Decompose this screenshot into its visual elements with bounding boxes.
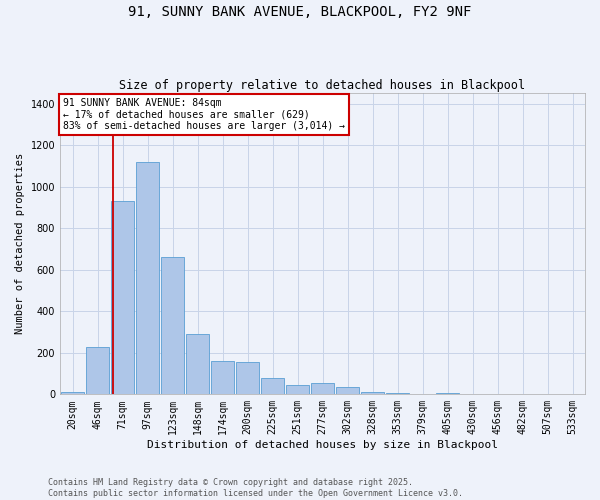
Bar: [211, 361, 234, 394]
Bar: [286, 385, 309, 394]
Bar: [236, 362, 259, 394]
Bar: [336, 387, 359, 394]
Bar: [136, 162, 159, 394]
Bar: [261, 378, 284, 394]
X-axis label: Distribution of detached houses by size in Blackpool: Distribution of detached houses by size …: [147, 440, 498, 450]
Bar: [111, 201, 134, 394]
Y-axis label: Number of detached properties: Number of detached properties: [15, 153, 25, 334]
Text: 91, SUNNY BANK AVENUE, BLACKPOOL, FY2 9NF: 91, SUNNY BANK AVENUE, BLACKPOOL, FY2 9N…: [128, 5, 472, 19]
Bar: [386, 392, 409, 394]
Bar: [61, 392, 84, 394]
Title: Size of property relative to detached houses in Blackpool: Size of property relative to detached ho…: [119, 79, 526, 92]
Bar: [361, 392, 384, 394]
Bar: [186, 334, 209, 394]
Text: Contains HM Land Registry data © Crown copyright and database right 2025.
Contai: Contains HM Land Registry data © Crown c…: [48, 478, 463, 498]
Bar: [311, 383, 334, 394]
Bar: [161, 258, 184, 394]
Bar: [86, 346, 109, 395]
Text: 91 SUNNY BANK AVENUE: 84sqm
← 17% of detached houses are smaller (629)
83% of se: 91 SUNNY BANK AVENUE: 84sqm ← 17% of det…: [62, 98, 344, 131]
